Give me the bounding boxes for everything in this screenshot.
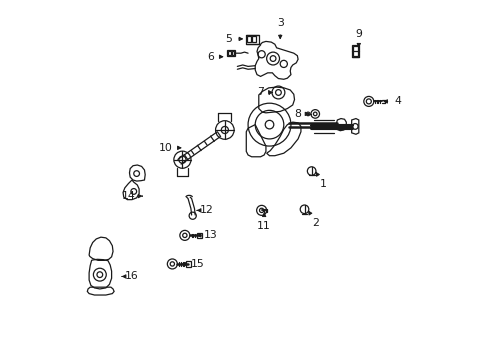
Bar: [352, 46, 357, 56]
Text: 3: 3: [276, 18, 283, 39]
Bar: [231, 51, 233, 55]
Bar: [252, 36, 255, 42]
Bar: [247, 36, 250, 42]
Text: 13: 13: [196, 230, 217, 240]
Text: 2: 2: [308, 211, 319, 228]
Text: 14: 14: [122, 191, 142, 201]
Text: 9: 9: [355, 28, 362, 47]
Text: 6: 6: [207, 52, 223, 62]
Bar: [227, 50, 235, 56]
Text: 16: 16: [122, 271, 139, 282]
Bar: [185, 261, 190, 267]
Text: 7: 7: [257, 87, 271, 98]
Text: 11: 11: [257, 213, 270, 231]
Text: 12: 12: [197, 205, 213, 215]
Text: 15: 15: [183, 259, 204, 269]
Bar: [228, 51, 230, 55]
Bar: [197, 233, 202, 238]
Text: 4: 4: [384, 96, 401, 107]
Text: 1: 1: [315, 172, 326, 189]
Text: 10: 10: [159, 143, 181, 153]
Text: 8: 8: [294, 109, 308, 119]
Text: 5: 5: [224, 34, 242, 44]
Bar: [351, 45, 358, 57]
Bar: [246, 35, 258, 44]
